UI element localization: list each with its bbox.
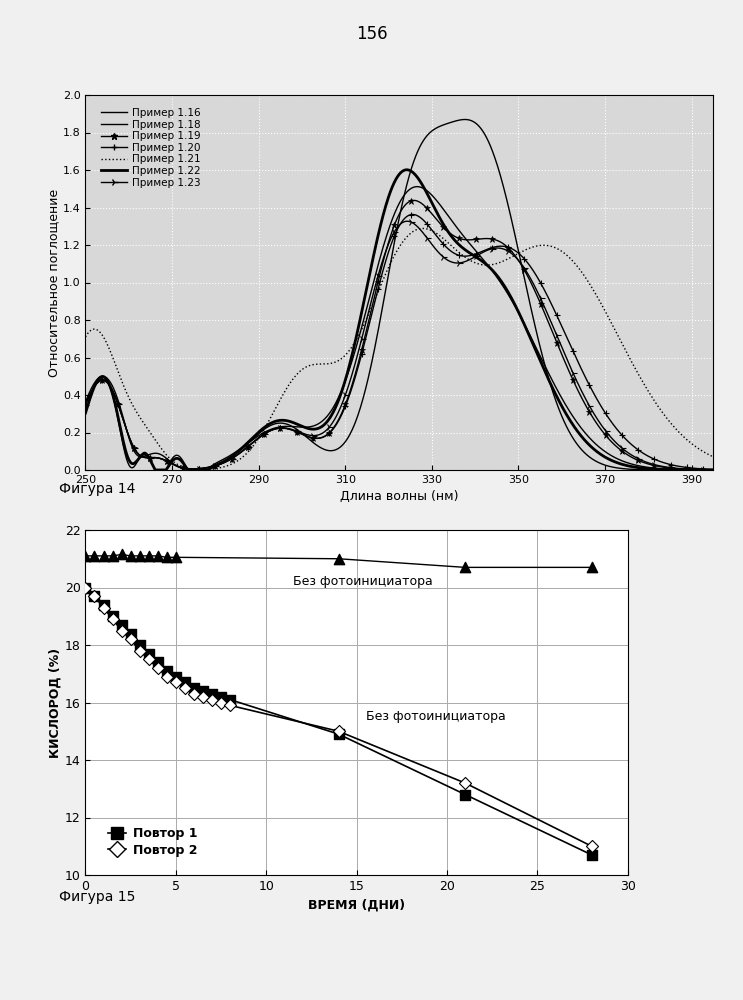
Legend: Повтор 1, Повтор 2: Повтор 1, Повтор 2 [103,822,202,862]
Point [206,692,218,708]
Point [80,548,91,564]
Text: 156: 156 [356,25,387,43]
Point [152,548,163,564]
Point [143,651,155,667]
Point [97,597,109,613]
Point [134,548,146,564]
Point [215,694,227,710]
Point [152,660,163,676]
Text: Без фотоинициатора: Без фотоинициатора [293,575,433,588]
X-axis label: Длина волны (нм): Длина волны (нм) [340,490,458,503]
Point [160,669,172,685]
Point [160,549,172,565]
Point [88,548,100,564]
Text: Фигура 14: Фигура 14 [59,482,136,496]
Point [188,680,200,696]
Text: Фигура 15: Фигура 15 [59,890,136,904]
Point [125,548,137,564]
Point [170,549,182,565]
Point [97,548,109,564]
Point [459,786,471,802]
Text: Без фотоинициатора: Без фотоинициатора [366,710,505,723]
Point [197,683,209,699]
Point [80,579,91,595]
Y-axis label: Относительное поглощение: Относительное поглощение [47,188,60,377]
Point [88,588,100,604]
Point [134,637,146,653]
Point [333,551,345,567]
Point [116,623,128,639]
Point [224,692,236,708]
Point [197,689,209,705]
Point [170,674,182,690]
Y-axis label: КИСЛОРОД (%): КИСЛОРОД (%) [49,647,62,758]
Point [134,643,146,659]
Point [107,548,119,564]
Point [80,579,91,595]
Point [116,617,128,633]
Point [107,611,119,627]
Point [179,680,191,696]
Point [125,631,137,647]
Point [160,663,172,679]
Point [179,674,191,690]
Point [143,646,155,662]
Point [206,686,218,702]
Point [116,546,128,562]
Point [333,723,345,739]
Point [188,686,200,702]
Point [88,588,100,604]
Point [170,669,182,685]
Point [585,838,597,854]
Point [143,548,155,564]
Point [585,559,597,575]
Point [333,726,345,742]
Point [224,697,236,713]
Point [97,600,109,616]
Point [107,608,119,624]
Point [585,847,597,863]
Point [215,689,227,705]
Legend: Пример 1.16, Пример 1.18, Пример 1.19, Пример 1.20, Пример 1.21, Пример 1.22, Пр: Пример 1.16, Пример 1.18, Пример 1.19, П… [97,104,205,192]
X-axis label: ВРЕМЯ (ДНИ): ВРЕМЯ (ДНИ) [308,898,405,911]
Point [125,626,137,642]
Point [459,775,471,791]
Point [152,654,163,670]
Point [459,559,471,575]
